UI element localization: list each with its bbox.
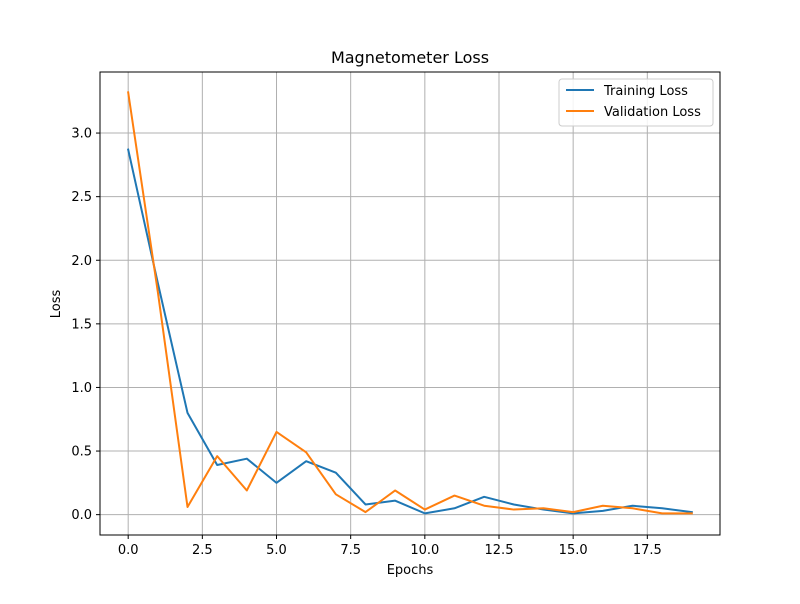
x-tick-label: 10.0 xyxy=(410,543,439,558)
axis-ticks: 0.0 2.5 5.0 7.5 10.0 12.5 15.0 17.5 0.0 0.5 1.0 1.5… xyxy=(71,127,661,558)
y-tick-label: 2.0 xyxy=(71,254,92,269)
x-tick-label: 2.5 xyxy=(192,543,213,558)
legend: Training Loss Validation Loss xyxy=(558,78,714,127)
chart-title: Magnetometer Loss xyxy=(331,48,489,67)
x-tick-label: 17.5 xyxy=(633,543,662,558)
y-tick-label: 0.5 xyxy=(71,445,92,460)
series-line-training-loss xyxy=(126,148,693,515)
x-tick-label: 7.5 xyxy=(340,543,361,558)
x-tick-label: 0.0 xyxy=(118,543,139,558)
y-tick-label: 3.0 xyxy=(71,127,92,142)
series-line-validation-loss xyxy=(127,91,693,515)
legend-label-training-loss: Training Loss xyxy=(603,84,688,99)
y-tick-label: 1.5 xyxy=(71,317,92,332)
legend-label-validation-loss: Validation Loss xyxy=(604,105,701,120)
x-axis-label: Epochs xyxy=(387,563,434,578)
y-tick-label: 1.0 xyxy=(71,381,92,396)
y-axis-label: Loss xyxy=(49,290,64,319)
series-lines xyxy=(126,91,693,515)
plot-area-frame xyxy=(99,71,721,536)
x-tick-label: 15.0 xyxy=(559,543,588,558)
legend-box xyxy=(558,78,714,127)
y-tick-label: 2.5 xyxy=(71,190,92,205)
x-tick-label: 12.5 xyxy=(485,543,514,558)
x-tick-label: 5.0 xyxy=(266,543,287,558)
y-tick-label: 0.0 xyxy=(71,508,92,523)
grid-lines xyxy=(100,72,720,535)
